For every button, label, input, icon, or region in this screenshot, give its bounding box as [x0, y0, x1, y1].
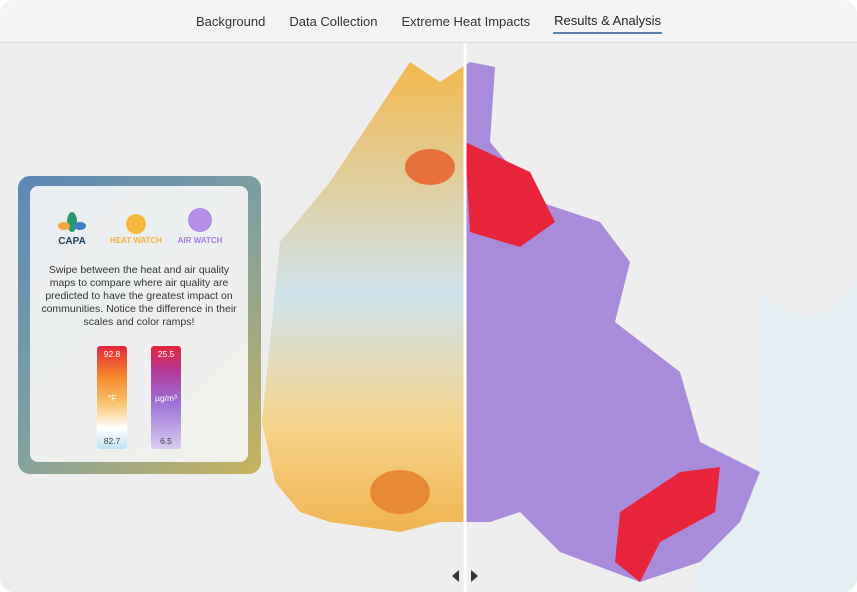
legend-max: 25.5 — [157, 349, 175, 359]
heat-hotspot — [370, 470, 430, 514]
panel-description: Swipe between the heat and air quality m… — [41, 264, 237, 328]
air-hotspot — [615, 467, 720, 582]
legend-unit: µg/m³ — [155, 393, 177, 403]
air-map-layer — [465, 62, 760, 582]
air-hotspot — [465, 142, 555, 247]
capa-icon — [67, 212, 77, 232]
info-panel: CAPA HEAT WATCH AIR WATCH Swipe between … — [18, 176, 261, 474]
info-panel-body: CAPA HEAT WATCH AIR WATCH Swipe between … — [30, 186, 248, 462]
air-watch-icon — [188, 208, 212, 232]
heat-hotspot — [405, 149, 455, 185]
legend-max: 92.8 — [103, 349, 121, 359]
legend-min: 6.5 — [160, 436, 172, 446]
swipe-left-arrow[interactable] — [452, 570, 459, 582]
air-watch-logo: AIR WATCH — [177, 236, 223, 245]
capa-icon — [58, 222, 70, 230]
capa-icon — [74, 222, 86, 230]
nav-item[interactable]: Results & Analysis — [553, 9, 663, 34]
nav-item[interactable]: Extreme Heat Impacts — [401, 13, 531, 29]
heat-watch-logo: HEAT WATCH — [109, 236, 163, 245]
heat-watch-icon — [126, 214, 146, 234]
logo-icons — [58, 208, 212, 234]
legend-unit: °F — [107, 393, 117, 403]
swipe-right-arrow[interactable] — [471, 570, 478, 582]
air-legend: 25.5 µg/m³ 6.5 — [151, 346, 181, 449]
nav-bar: Background Data Collection Extreme Heat Im… — [0, 0, 857, 43]
capa-logo: CAPA — [58, 236, 86, 247]
nav-item[interactable]: Background — [195, 13, 266, 29]
nav-item[interactable]: Data Collection — [289, 13, 378, 29]
swipe-map — [0, 42, 857, 592]
heat-legend: 92.8 °F 82.7 — [97, 346, 127, 449]
legend-min: 82.7 — [103, 436, 121, 446]
